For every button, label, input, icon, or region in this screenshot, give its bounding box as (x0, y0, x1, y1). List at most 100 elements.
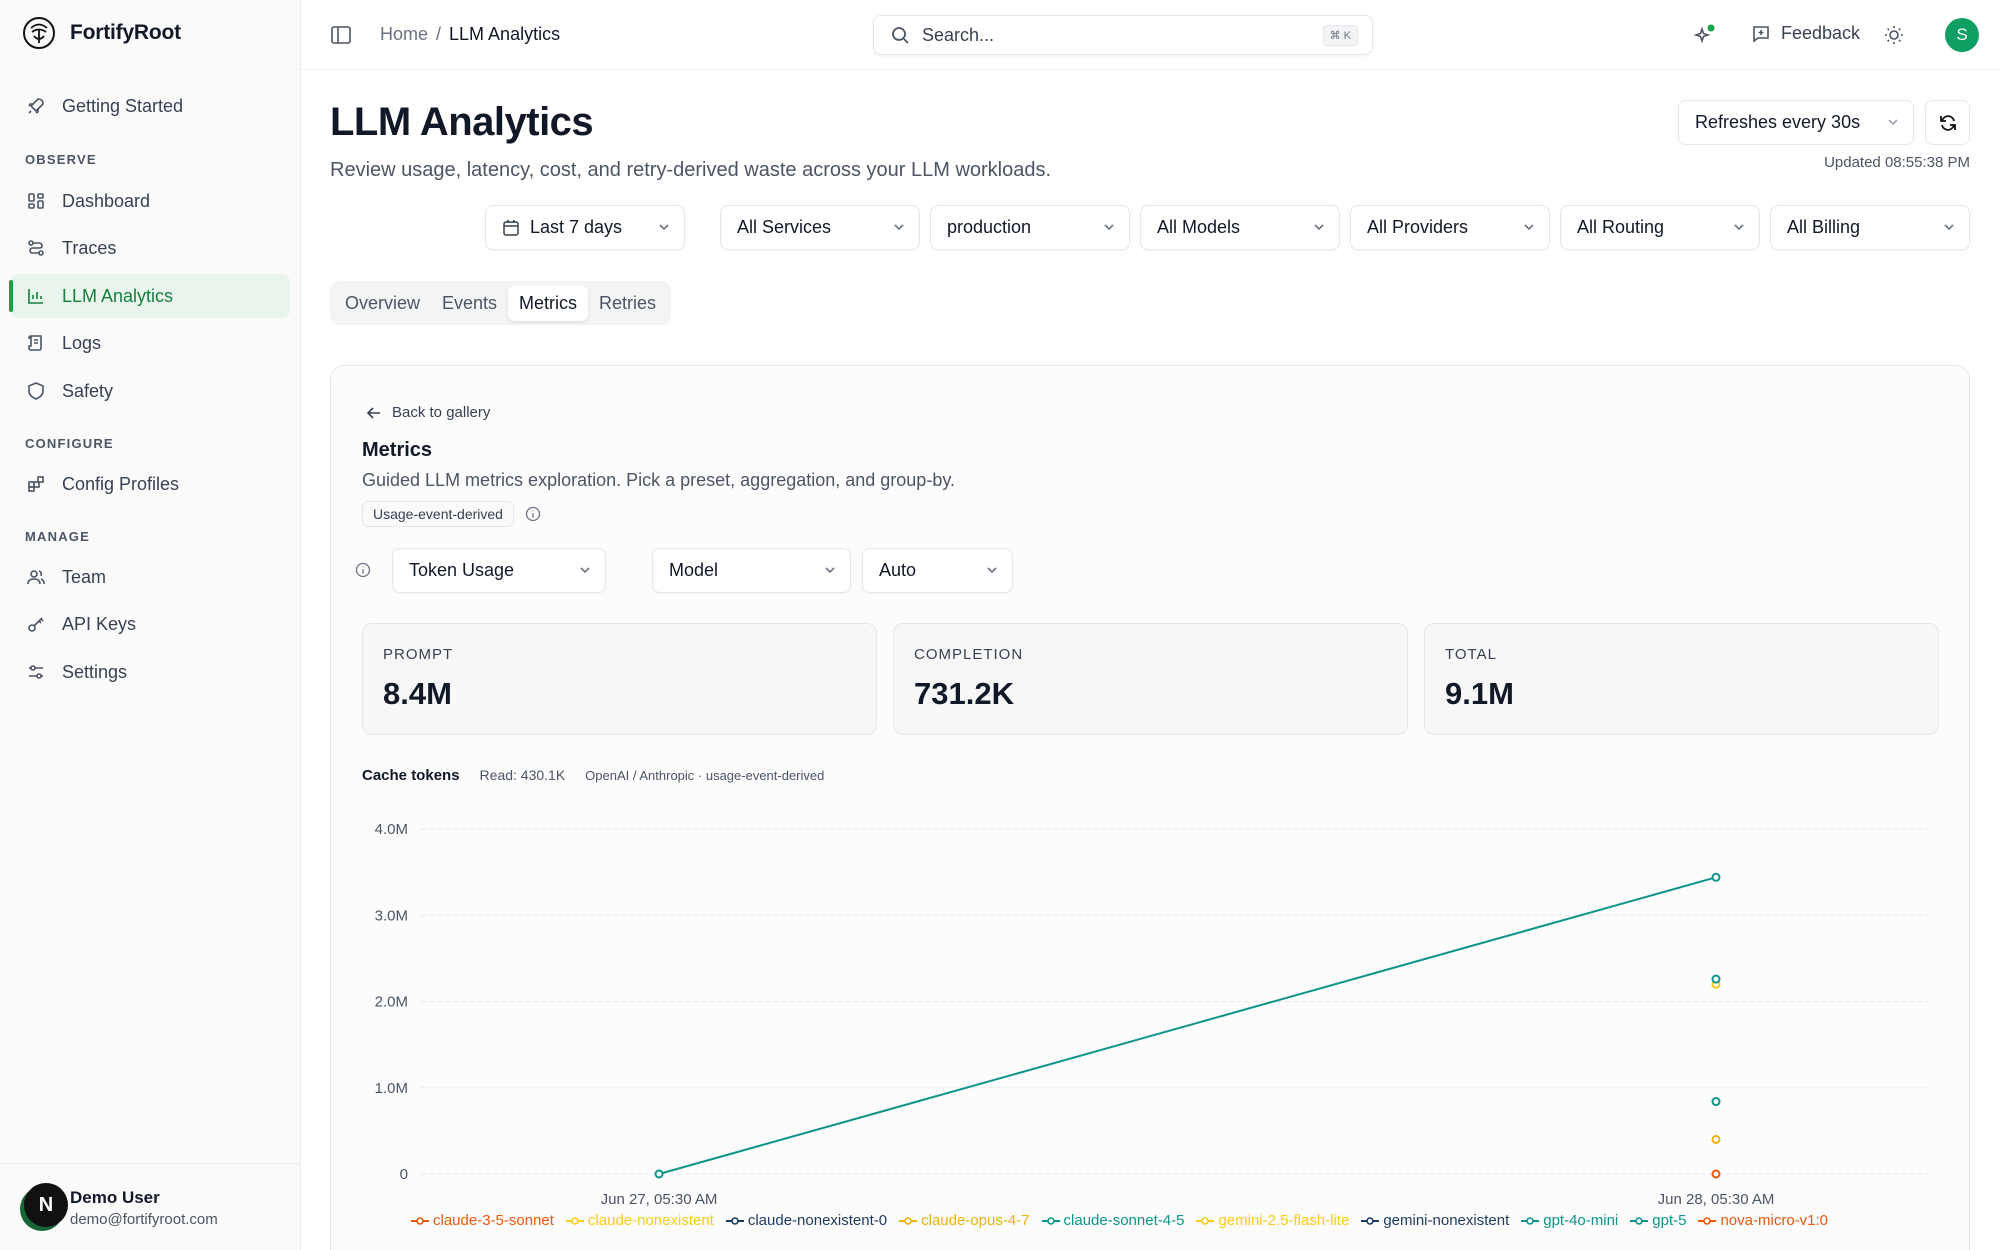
routing-filter[interactable]: All Routing (1560, 205, 1760, 250)
refresh-button[interactable] (1925, 100, 1970, 145)
date-range-value: Last 7 days (530, 217, 623, 237)
brand[interactable]: FortifyRoot (22, 16, 181, 50)
source-badge: Usage-event-derived (362, 501, 514, 527)
user-name: Demo User (70, 1188, 160, 1207)
info-icon[interactable] (525, 506, 541, 522)
tab-metrics[interactable]: Metrics (508, 285, 589, 321)
fortifyroot-logo-icon (23, 17, 55, 49)
legend-label: nova-micro-v1:0 (1720, 1212, 1829, 1229)
legend-swatch-icon (725, 1216, 744, 1225)
refresh-interval-select[interactable]: Refreshes every 30s (1678, 100, 1914, 145)
environment-filter[interactable]: production (930, 205, 1130, 250)
services-filter[interactable]: All Services (720, 205, 920, 250)
legend-item[interactable]: claude-sonnet-4-5 (1041, 1212, 1185, 1229)
stat-value: 9.1M (1445, 676, 1514, 711)
sidebar-item-label: LLM Analytics (62, 285, 174, 306)
stat-card-completion: COMPLETION 731.2K (893, 623, 1408, 735)
legend-item[interactable]: gemini-nonexistent (1361, 1212, 1509, 1229)
data-point (1711, 1169, 1721, 1179)
cache-title: Cache tokens (362, 767, 460, 784)
data-point (1711, 1097, 1721, 1107)
chevron-down-icon (1944, 223, 1954, 230)
breadcrumb-home[interactable]: Home (380, 24, 429, 44)
sidebar-item-team[interactable]: Team (10, 555, 290, 599)
group-by-select[interactable]: Model (652, 548, 851, 593)
sidebar-item-settings[interactable]: Settings (10, 650, 290, 694)
y-tick-label: 4.0M (375, 821, 408, 838)
legend-item[interactable]: claude-opus-4-7 (899, 1212, 1030, 1229)
chevron-down-icon (987, 566, 997, 573)
date-range-filter[interactable]: Last 7 days (485, 205, 685, 250)
sparkle-notification-icon[interactable] (1693, 24, 1715, 46)
legend-item[interactable]: gpt-5 (1630, 1212, 1686, 1229)
info-icon[interactable] (355, 562, 371, 578)
tab-retries[interactable]: Retries (599, 292, 657, 313)
aggregation-value: Auto (879, 560, 917, 580)
sidebar-item-traces[interactable]: Traces (10, 226, 290, 270)
legend-label: gpt-4o-mini (1543, 1212, 1619, 1229)
chevron-down-icon (1888, 118, 1898, 125)
models-filter[interactable]: All Models (1140, 205, 1340, 250)
legend-item[interactable]: nova-micro-v1:0 (1698, 1212, 1828, 1229)
analytics-tabs: Overview Events Metrics Retries (330, 281, 671, 325)
billing-filter[interactable]: All Billing (1770, 205, 1970, 250)
user-profile[interactable]: N Demo User demo@fortifyroot.com (0, 1163, 301, 1250)
breadcrumb-current: LLM Analytics (449, 24, 561, 44)
sidebar-item-config-profiles[interactable]: Config Profiles (10, 462, 290, 506)
sidebar-item-label: Config Profiles (62, 473, 180, 494)
feedback-button[interactable]: Feedback (1751, 23, 1860, 44)
legend-item[interactable]: gpt-4o-mini (1521, 1212, 1618, 1229)
back-to-gallery-link[interactable]: Back to gallery (366, 404, 490, 421)
sliders-icon (29, 665, 43, 679)
series-line (658, 876, 1717, 1175)
preset-select[interactable]: Token Usage (392, 548, 606, 593)
search-shortcut: ⌘ K (1322, 25, 1358, 46)
sidebar-item-label: API Keys (62, 613, 137, 634)
sidebar-item-api-keys[interactable]: API Keys (10, 602, 290, 646)
legend-label: claude-sonnet-4-5 (1063, 1212, 1185, 1229)
sidebar-item-getting-started[interactable]: Getting Started (10, 84, 290, 128)
tab-events[interactable]: Events (442, 292, 498, 313)
sidebar-item-label: Getting Started (62, 95, 184, 116)
sidebar-toggle-icon[interactable] (330, 25, 352, 45)
chevron-down-icon (894, 223, 904, 230)
sidebar-item-label: Safety (62, 380, 114, 401)
legend-item[interactable]: gemini-2.5-flash-lite (1196, 1212, 1349, 1229)
sidebar-item-safety[interactable]: Safety (10, 369, 290, 413)
rocket-icon (28, 98, 44, 114)
sidebar-item-dashboard[interactable]: Dashboard (10, 179, 290, 223)
legend-item[interactable]: claude-nonexistent (565, 1212, 714, 1229)
section-configure: CONFIGURE (25, 436, 114, 451)
chart-legend: claude-3-5-sonnet claude-nonexistent claud… (411, 1212, 1828, 1229)
users-icon (27, 570, 45, 585)
page-title: LLM Analytics (330, 100, 594, 144)
grid-icon (28, 193, 44, 209)
user-avatar[interactable]: S (1945, 18, 1979, 52)
cache-read: Read: 430.1K (479, 767, 566, 783)
legend-label: claude-opus-4-7 (921, 1212, 1030, 1229)
search-input[interactable]: Search... ⌘ K (873, 15, 1373, 55)
tab-overview[interactable]: Overview (345, 292, 421, 313)
sidebar-item-logs[interactable]: Logs (10, 321, 290, 365)
avatar: N (24, 1183, 68, 1227)
route-icon (28, 240, 44, 256)
aggregation-select[interactable]: Auto (862, 548, 1013, 593)
environment-value: production (947, 217, 1032, 237)
legend-label: claude-nonexistent-0 (747, 1212, 888, 1229)
legend-swatch-icon (1041, 1216, 1060, 1225)
sun-icon[interactable] (1883, 24, 1905, 46)
legend-item[interactable]: claude-3-5-sonnet (411, 1212, 554, 1229)
x-tick-label: Jun 28, 05:30 AM (1658, 1191, 1775, 1208)
stat-card-total: TOTAL 9.1M (1424, 623, 1939, 735)
legend-swatch-icon (1196, 1216, 1215, 1225)
cache-tokens-row: Cache tokens Read: 430.1K OpenAI / Anthr… (362, 767, 824, 784)
sidebar-item-llm-analytics[interactable]: LLM Analytics (9, 274, 290, 318)
models-value: All Models (1157, 217, 1241, 237)
providers-filter[interactable]: All Providers (1350, 205, 1550, 250)
stat-value: 731.2K (914, 676, 1014, 711)
group-by-value: Model (669, 560, 719, 580)
message-plus-icon (1753, 25, 1769, 43)
providers-value: All Providers (1367, 217, 1469, 237)
legend-swatch-icon (899, 1216, 918, 1225)
legend-item[interactable]: claude-nonexistent-0 (725, 1212, 888, 1229)
